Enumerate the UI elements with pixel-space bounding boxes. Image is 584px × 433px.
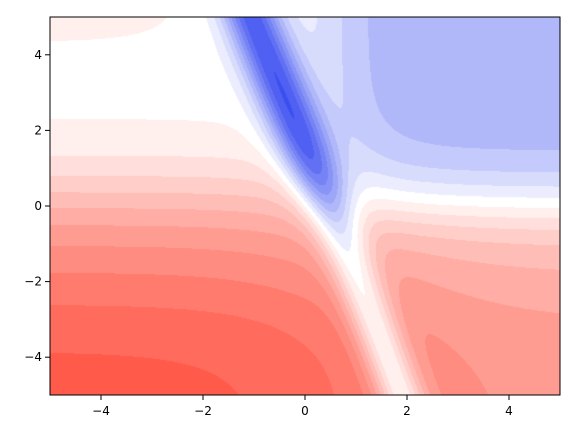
y-axis: −4 −2 0 2 4 <box>24 48 50 364</box>
x-tick-label: 4 <box>505 404 513 418</box>
y-tick-label: 0 <box>34 199 42 213</box>
y-tick-label: 4 <box>34 48 42 62</box>
heatmap-surface <box>50 17 560 395</box>
x-axis: −4 −2 0 2 4 <box>92 395 513 418</box>
x-tick-label: 2 <box>403 404 411 418</box>
y-tick-label: 2 <box>34 123 42 137</box>
y-tick-label: −2 <box>24 275 42 289</box>
plot-area <box>50 17 560 395</box>
x-tick-label: 0 <box>301 404 309 418</box>
x-tick-label: −2 <box>194 404 212 418</box>
x-tick-label: −4 <box>92 404 110 418</box>
y-tick-label: −4 <box>24 350 42 364</box>
